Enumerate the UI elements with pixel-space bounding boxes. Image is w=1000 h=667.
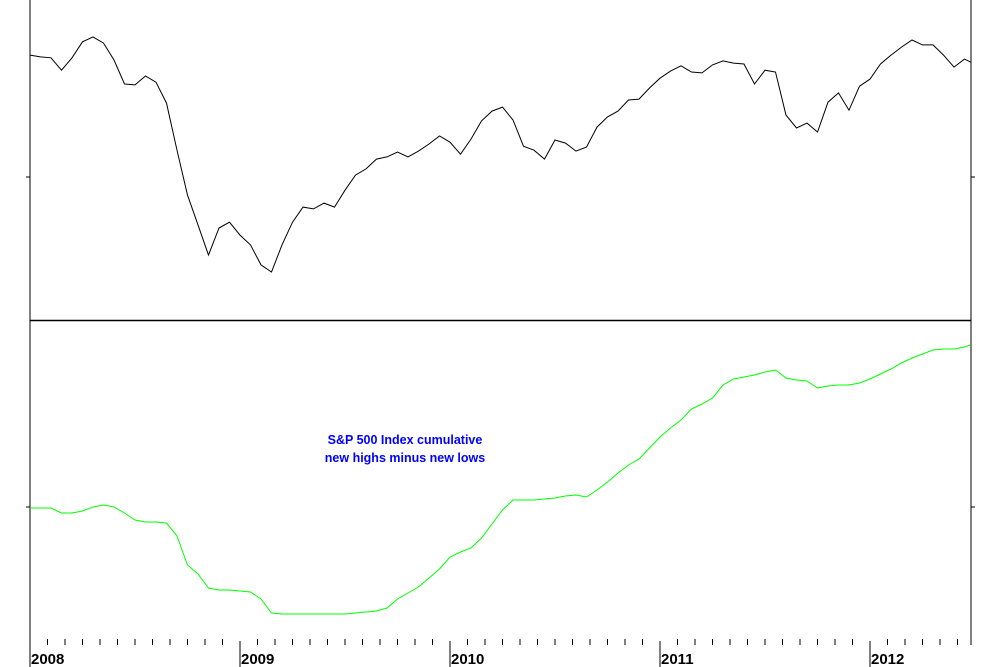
x-axis: 2008 2009 2010 2011 2012: [29, 639, 958, 667]
sp500-price-series: [29, 36, 972, 273]
annotation-line-2: new highs minus new lows: [324, 451, 486, 465]
x-tick-label: 2008: [31, 651, 64, 667]
x-tick-label: 2011: [661, 651, 694, 667]
x-tick-label: 2012: [871, 651, 904, 667]
x-tick-label: 2010: [451, 651, 484, 667]
sp500-line: [29, 36, 972, 273]
annotation-line-1: S&P 500 Index cumulative: [327, 433, 483, 447]
chart-frame: [26, 0, 975, 645]
cumulative-nh-nl-series: [30, 344, 971, 615]
nh-nl-line: [30, 344, 971, 615]
x-tick-label: 2009: [241, 651, 274, 667]
